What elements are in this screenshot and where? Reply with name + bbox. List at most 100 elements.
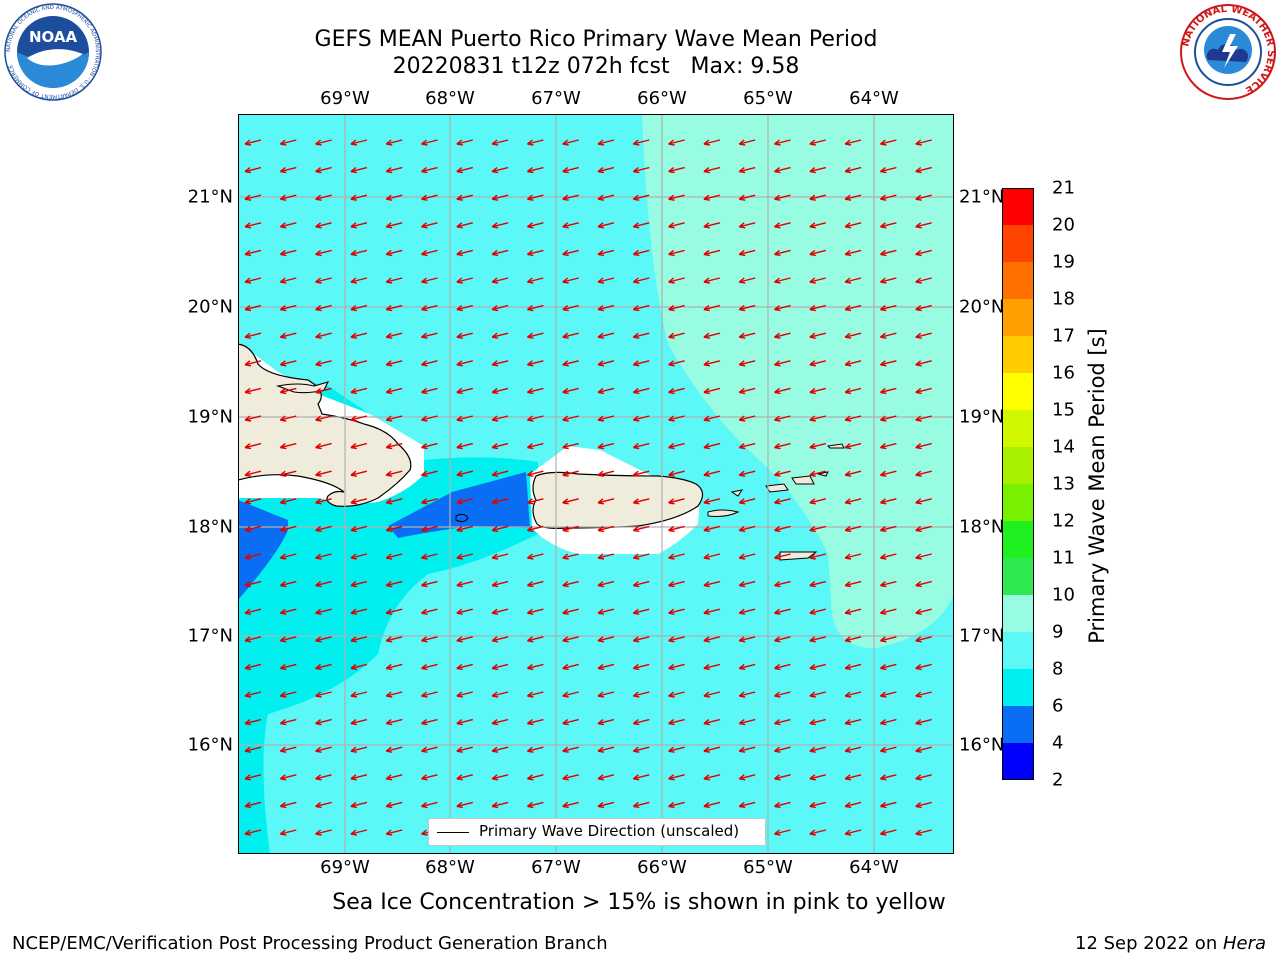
wave-arrow: [421, 580, 438, 588]
wave-arrow: [562, 166, 579, 174]
wave-arrow: [915, 166, 932, 174]
wave-arrow: [526, 166, 544, 174]
wave-arrow: [738, 470, 756, 477]
wave-arrow: [562, 415, 579, 422]
period-field-4-6-west: [238, 500, 288, 600]
wave-arrow: [456, 387, 473, 395]
wave-arrow: [315, 166, 332, 174]
wave-arrow: [562, 222, 579, 229]
wave-arrow: [632, 746, 650, 753]
lat-label-right-17n: 17°N: [959, 625, 1005, 647]
wave-arrow: [879, 222, 897, 229]
wave-arrow: [315, 718, 332, 726]
wave-arrow: [385, 498, 403, 505]
wave-arrow: [632, 387, 650, 395]
wave-arrow: [385, 332, 403, 339]
wave-arrow: [385, 608, 403, 615]
wave-arrow: [421, 801, 438, 809]
wave-arrow: [915, 691, 932, 698]
wave-arrow: [279, 139, 297, 146]
wave-arrow: [668, 470, 685, 477]
wave-arrow: [809, 304, 826, 312]
wave-arrow: [279, 801, 297, 809]
wave-arrow: [915, 332, 932, 339]
wave-arrow: [421, 332, 438, 339]
wave-arrow: [844, 442, 862, 450]
lon-label-bottom-65w: 65°W: [743, 857, 793, 878]
wave-arrow: [879, 332, 897, 339]
lat-label-right-16n: 16°N: [959, 734, 1005, 756]
wave-arrow: [350, 746, 368, 753]
wave-arrow: [315, 277, 332, 284]
wave-arrow: [350, 139, 368, 146]
wave-arrow: [526, 332, 544, 339]
wave-arrow: [491, 691, 509, 698]
wave-arrow: [809, 139, 826, 146]
wave-arrow: [526, 691, 544, 698]
land-puerto-rico: [532, 471, 704, 529]
wave-arrow: [244, 249, 262, 257]
lat-label-left-19n: 19°N: [187, 406, 233, 428]
wave-arrow: [456, 332, 473, 339]
wave-arrow: [738, 277, 756, 284]
wave-arrow: [668, 746, 685, 753]
wave-arrow: [385, 222, 403, 229]
wave-arrow: [703, 249, 721, 257]
wave-arrow: [632, 498, 650, 505]
wave-arrow: [597, 608, 615, 615]
wave-arrow: [244, 222, 262, 229]
wave-arrow: [703, 332, 721, 339]
wave-arrow: [809, 718, 826, 726]
wave-arrow: [774, 498, 791, 505]
wave-arrow: [456, 360, 473, 367]
wave-arrow: [668, 304, 685, 312]
wave-arrow: [315, 525, 332, 533]
wave-arrow: [421, 360, 438, 367]
lat-label-right-21n: 21°N: [959, 186, 1005, 208]
wave-arrow: [491, 608, 509, 615]
colorbar-bin-19: [1002, 225, 1034, 262]
wave-arrow: [385, 277, 403, 284]
wave-arrow: [879, 470, 897, 477]
wave-arrow: [421, 222, 438, 229]
wave-arrow: [879, 608, 897, 615]
wave-arrow: [879, 553, 897, 560]
wave-arrow: [350, 691, 368, 698]
wave-arrow: [244, 360, 262, 367]
wave-arrow: [491, 746, 509, 753]
wave-arrow: [632, 222, 650, 229]
wave-arrow: [703, 774, 721, 781]
legend-label: Primary Wave Direction (unscaled): [479, 822, 740, 840]
wave-arrow: [456, 718, 473, 726]
wave-arrow: [632, 801, 650, 809]
colorbar-bin-18: [1002, 262, 1034, 299]
lon-label-top-69w: 69°W: [320, 88, 370, 109]
wave-arrow: [844, 636, 862, 643]
wave-arrow: [279, 442, 297, 450]
wave-arrow: [350, 829, 368, 836]
wave-arrow: [385, 360, 403, 367]
wave-arrow: [491, 774, 509, 781]
wave-arrow: [456, 774, 473, 781]
wave-arrow: [562, 249, 579, 257]
wave-arrow: [809, 194, 826, 201]
wave-arrow: [632, 166, 650, 174]
wave-arrow: [350, 194, 368, 201]
wave-arrow: [244, 277, 262, 284]
wave-arrow: [844, 222, 862, 229]
wave-arrow: [562, 663, 579, 671]
wave-arrow: [562, 470, 579, 477]
wave-arrow: [597, 691, 615, 698]
wave-arrow: [809, 442, 826, 450]
wave-arrow: [597, 801, 615, 809]
wave-arrow: [350, 525, 368, 533]
wave-arrow: [597, 580, 615, 588]
wave-arrow: [879, 746, 897, 753]
wave-arrow: [668, 415, 685, 422]
wave-arrow: [915, 608, 932, 615]
wave-arrow: [421, 277, 438, 284]
wave-arrow: [315, 663, 332, 671]
wave-direction-arrows: [244, 139, 932, 836]
wave-arrow: [774, 718, 791, 726]
wave-arrow: [244, 415, 262, 422]
